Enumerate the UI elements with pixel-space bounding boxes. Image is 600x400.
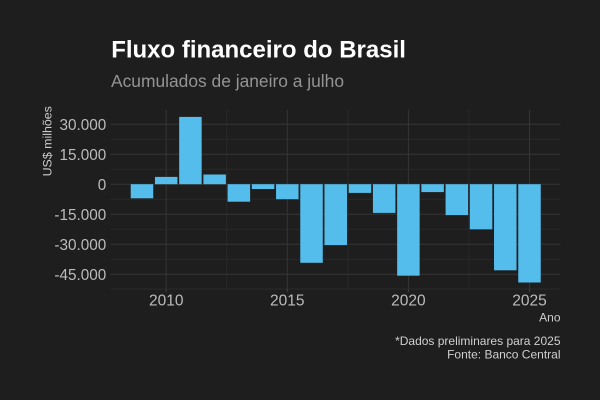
svg-text:Acumulados de janeiro a julho: Acumulados de janeiro a julho [111,71,344,91]
svg-text:2025: 2025 [512,292,546,309]
svg-text:Ano: Ano [539,310,561,324]
svg-text:2020: 2020 [391,292,426,309]
svg-text:Fonte: Banco Central: Fonte: Banco Central [447,348,560,362]
svg-text:-45.000: -45.000 [54,267,106,284]
svg-text:-30.000: -30.000 [54,237,106,254]
svg-text:*Dados preliminares para 2025: *Dados preliminares para 2025 [395,334,561,348]
svg-text:US$ milhões: US$ milhões [40,106,54,176]
svg-text:Fluxo financeiro do Brasil: Fluxo financeiro do Brasil [111,36,406,63]
svg-text:-15.000: -15.000 [54,207,106,224]
svg-text:2010: 2010 [149,292,184,309]
svg-text:15.000: 15.000 [60,147,107,164]
svg-text:0: 0 [98,177,107,194]
svg-text:2015: 2015 [270,292,304,309]
svg-text:30.000: 30.000 [60,117,107,134]
